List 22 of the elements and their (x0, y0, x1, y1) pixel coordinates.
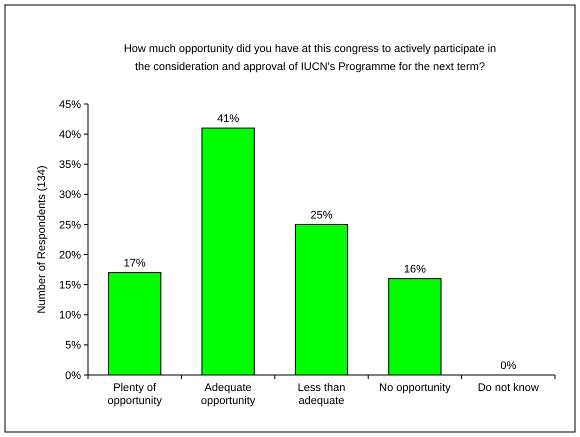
y-tick-label: 45% (58, 98, 82, 111)
data-label: 17% (124, 258, 146, 270)
y-tick-label: 40% (58, 128, 82, 141)
x-tick-label: Do not know (478, 382, 539, 394)
y-axis-title: Number of Respondents (134) (36, 166, 48, 314)
y-tick-label: 25% (58, 219, 82, 232)
data-label: 41% (217, 113, 240, 126)
x-tick-label: No opportunity (379, 382, 452, 394)
data-label: 25% (310, 209, 333, 222)
x-tick-label: Less than adequate (298, 382, 346, 407)
chart-title: How much opportunity did you have at this congress to actively participate in the consideration and approval of IUCN's Programme for the next term? (124, 43, 496, 73)
x-tick-label: Adequate opportunity (200, 382, 256, 407)
y-tick-label: 20% (58, 249, 82, 262)
data-label: 0% (500, 360, 516, 372)
y-tick-label: 15% (58, 280, 82, 292)
y-tick-label: 10% (58, 310, 82, 322)
y-tick-label: 35% (58, 159, 82, 172)
y-tick-label: 30% (58, 189, 82, 202)
data-label: 16% (404, 264, 426, 276)
x-tick-label: Plenty of opportunity (107, 382, 162, 407)
y-tick-label: 0% (65, 370, 82, 382)
y-tick-label: 5% (65, 340, 82, 352)
